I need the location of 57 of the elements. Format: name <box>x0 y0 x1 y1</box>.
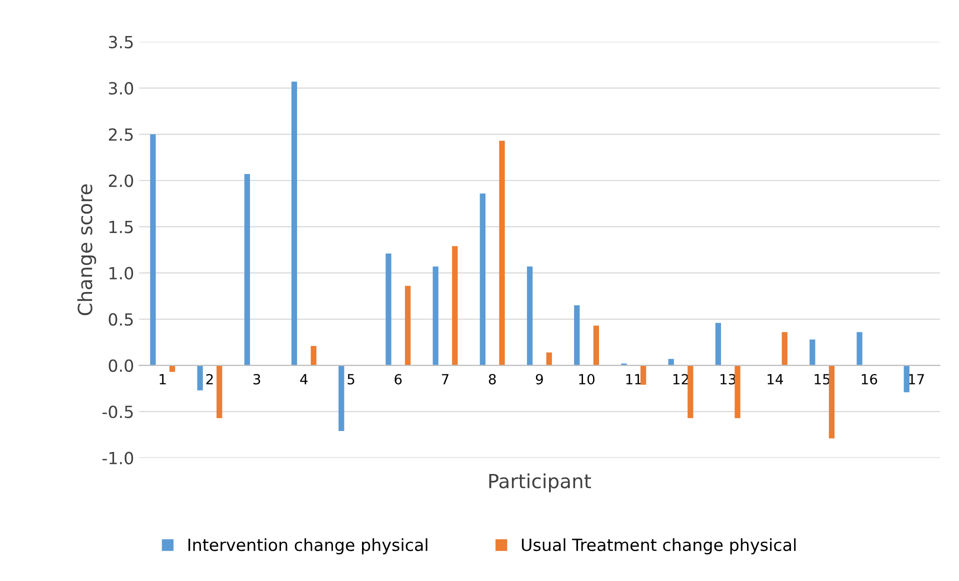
legend-label: Intervention change physical <box>188 538 428 554</box>
x-tick-label: 4 <box>300 374 308 384</box>
y-tick-label: 1.5 <box>110 220 133 234</box>
x-tick-label: 8 <box>488 374 496 384</box>
x-tick-label: 6 <box>394 374 402 384</box>
y-tick-label: 1.0 <box>110 266 134 280</box>
bar <box>828 365 835 438</box>
bar <box>715 322 722 366</box>
legend-label: Usual Treatment change physical <box>522 538 796 554</box>
y-tick-label: -0.5 <box>102 406 133 418</box>
bar <box>432 266 438 366</box>
x-axis-title: Participant <box>489 473 592 492</box>
bar <box>291 82 298 366</box>
bar <box>546 352 552 366</box>
y-axis-title: Change score <box>77 184 96 316</box>
bar <box>810 340 816 366</box>
bar <box>593 326 600 366</box>
y-tick-label: 2.5 <box>108 128 133 141</box>
x-tick-label: 15 <box>814 374 830 384</box>
y-tick-label: 3.0 <box>108 82 134 95</box>
bar <box>216 365 222 418</box>
bar <box>782 332 788 366</box>
bar <box>169 365 176 372</box>
bar <box>856 332 862 366</box>
y-tick-label: 0.5 <box>108 313 133 326</box>
bar <box>499 140 505 366</box>
bar <box>404 286 411 366</box>
x-tick-label: 2 <box>206 374 213 384</box>
x-tick-label: 3 <box>253 374 260 384</box>
bar <box>480 193 486 366</box>
bar <box>734 365 740 418</box>
bar <box>668 358 674 366</box>
x-tick-label: 1 <box>160 374 166 384</box>
x-tick-label: 10 <box>579 374 594 384</box>
bar <box>640 365 646 385</box>
bar <box>386 254 392 366</box>
bar <box>574 305 580 366</box>
bar <box>197 365 203 390</box>
y-tick-label: 2.0 <box>108 174 134 188</box>
bar <box>904 365 910 392</box>
bar <box>526 266 533 366</box>
y-tick-label: 3.5 <box>108 36 133 48</box>
y-tick-label: -1.0 <box>102 452 134 464</box>
x-tick-label: 7 <box>442 374 448 384</box>
x-tick-label: 16 <box>862 374 878 384</box>
bar <box>688 365 694 418</box>
x-tick-label: 9 <box>536 374 543 384</box>
y-tick-label: 0.0 <box>108 359 134 372</box>
x-tick-label: 13 <box>720 374 736 384</box>
x-tick-label: 5 <box>348 374 354 384</box>
x-tick-label: 14 <box>768 374 784 384</box>
bar <box>244 174 250 366</box>
bar <box>310 346 316 366</box>
x-tick-label: 11 <box>626 374 642 384</box>
bar <box>452 246 458 366</box>
bar <box>150 134 156 366</box>
bar <box>338 365 344 432</box>
